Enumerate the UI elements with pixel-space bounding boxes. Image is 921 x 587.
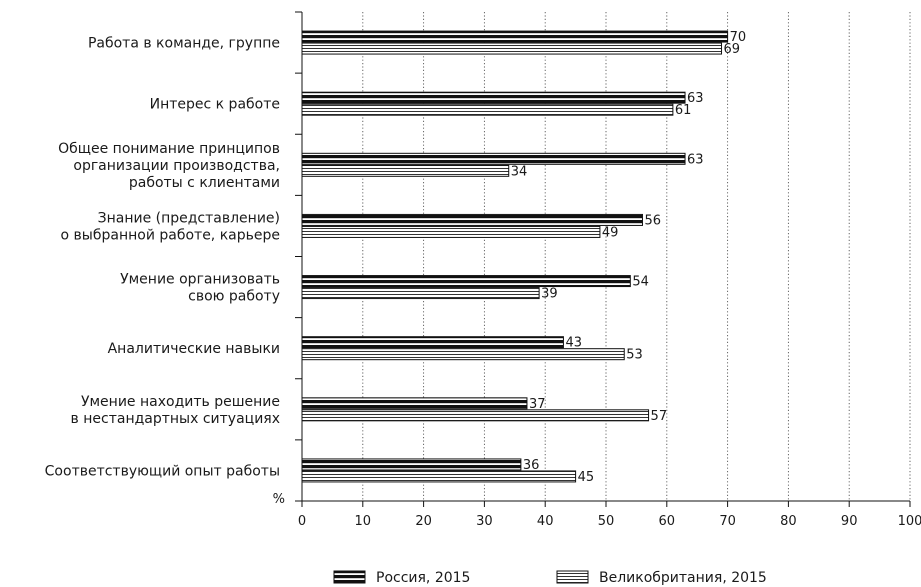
x-tick-label: 80 xyxy=(780,514,797,529)
category-label: Работа в команде, группе xyxy=(88,36,280,52)
x-tick-label: 60 xyxy=(659,514,676,529)
data-label: 39 xyxy=(541,287,558,302)
x-axis-label: % xyxy=(273,492,285,507)
bar-russia xyxy=(301,397,528,410)
x-tick-label: 70 xyxy=(719,514,736,529)
category-label: Соответствующий опыт работы xyxy=(45,463,280,479)
category-label: Интерес к работе xyxy=(150,97,280,113)
bar-russia xyxy=(301,213,643,226)
data-label: 49 xyxy=(602,225,619,240)
x-tick-label: 30 xyxy=(476,514,493,529)
bar-russia xyxy=(301,458,522,471)
bar-uk xyxy=(301,42,723,55)
data-label: 69 xyxy=(724,42,741,57)
x-tick-label: 10 xyxy=(355,514,372,529)
legend-swatch xyxy=(556,570,589,584)
bar-russia xyxy=(301,275,631,288)
data-label: 61 xyxy=(675,103,692,118)
bar-uk xyxy=(301,164,510,177)
category-label: Знание (представление) о выбранной работе… xyxy=(61,210,280,243)
bar-uk xyxy=(301,409,650,422)
legend-label: Россия, 2015 xyxy=(376,570,470,586)
data-label: 70 xyxy=(730,30,747,45)
data-label: 45 xyxy=(578,470,595,485)
bar-russia xyxy=(301,152,686,165)
data-label: 63 xyxy=(687,152,704,167)
bar-russia xyxy=(301,91,686,104)
legend: Россия, 2015 Великобритания, 2015 xyxy=(333,570,767,586)
bar-uk xyxy=(301,225,601,238)
x-tick-label: 20 xyxy=(415,514,432,529)
category-label: Умение организовать свою работу xyxy=(120,272,280,305)
data-label: 54 xyxy=(632,275,649,290)
x-tick-label: 50 xyxy=(598,514,615,529)
bar-russia xyxy=(301,336,564,349)
data-label: 63 xyxy=(687,91,704,106)
data-label: 53 xyxy=(626,348,643,363)
axes xyxy=(295,11,911,507)
legend-swatch xyxy=(333,570,366,584)
x-tick-label: 100 xyxy=(898,514,921,529)
data-label: 57 xyxy=(651,409,668,424)
x-tick-label: 40 xyxy=(537,514,554,529)
data-label: 43 xyxy=(565,336,582,351)
bar-uk xyxy=(301,287,540,300)
category-label: Аналитические навыки xyxy=(108,341,280,357)
x-tick-label: 90 xyxy=(841,514,858,529)
data-label: 36 xyxy=(523,458,540,473)
data-label: 34 xyxy=(511,164,528,179)
data-label: 56 xyxy=(644,213,661,228)
data-label: 37 xyxy=(529,397,546,412)
bar-russia xyxy=(301,30,729,43)
category-label: Умение находить решение в нестандартных с… xyxy=(71,394,280,427)
legend-label: Великобритания, 2015 xyxy=(599,570,767,586)
grid-lines xyxy=(362,12,911,501)
bar-uk xyxy=(301,103,674,116)
bars xyxy=(301,30,729,483)
x-tick-label: 0 xyxy=(298,514,306,529)
category-label: Общее понимание принципов организации про… xyxy=(58,141,280,191)
